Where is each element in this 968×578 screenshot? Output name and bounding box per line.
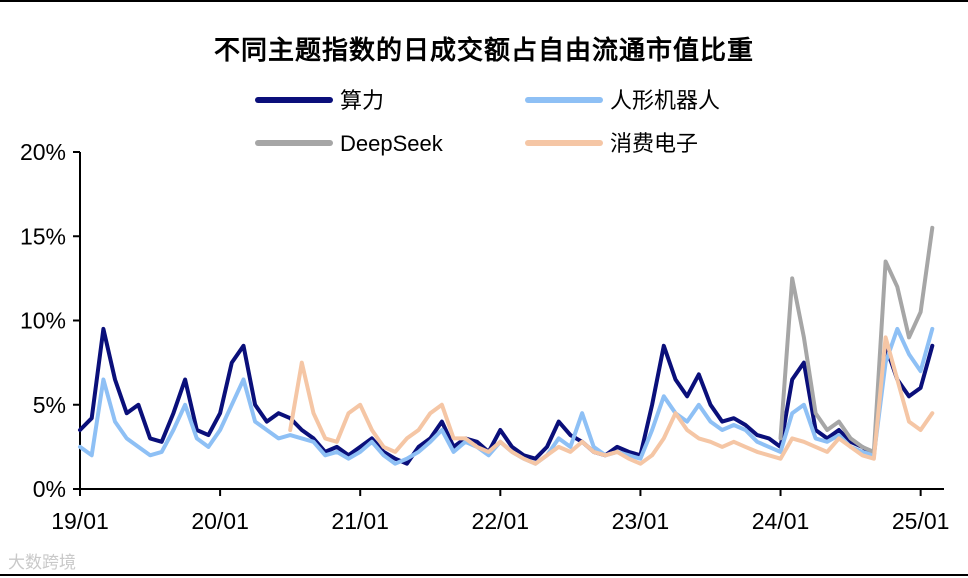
series-line-3 bbox=[290, 337, 932, 463]
y-tick-label: 10% bbox=[20, 308, 66, 334]
y-tick-label: 20% bbox=[20, 139, 66, 165]
plot-area bbox=[80, 228, 932, 464]
x-tick-label: 25/01 bbox=[892, 508, 950, 534]
x-tick-label: 21/01 bbox=[331, 508, 389, 534]
x-tick-label: 20/01 bbox=[191, 508, 249, 534]
legend-label-0: 算力 bbox=[340, 88, 384, 113]
x-axis: 19/01 20/01 21/01 22/01 23/01 24/01 25/01 bbox=[51, 489, 949, 534]
legend-label-1: 人形机器人 bbox=[610, 88, 720, 113]
y-tick-label: 0% bbox=[33, 476, 66, 502]
y-tick-label: 5% bbox=[33, 392, 66, 418]
legend: 算力 人形机器人 DeepSeek 消费电子 bbox=[258, 88, 720, 156]
x-tick-label: 22/01 bbox=[472, 508, 530, 534]
x-tick-label: 23/01 bbox=[612, 508, 670, 534]
x-tick-label: 19/01 bbox=[51, 508, 109, 534]
watermark: 大数跨境 bbox=[8, 548, 76, 573]
y-axis: 0% 5% 10% 15% 20% bbox=[20, 139, 80, 502]
legend-label-2: DeepSeek bbox=[340, 131, 444, 156]
y-tick-label: 15% bbox=[20, 223, 66, 249]
x-tick-label: 24/01 bbox=[752, 508, 810, 534]
legend-label-3: 消费电子 bbox=[610, 131, 698, 156]
